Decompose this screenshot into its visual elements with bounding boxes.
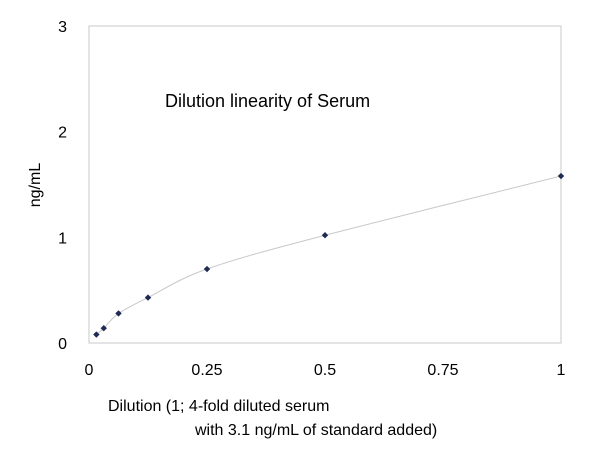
data-point xyxy=(557,172,565,180)
data-point xyxy=(321,232,329,239)
x-tick-label: 0.25 xyxy=(191,362,222,379)
x-tick-label: 0.5 xyxy=(314,362,336,379)
y-tick-label: 0 xyxy=(58,336,67,353)
chart-title: Dilution linearity of Serum xyxy=(165,91,370,111)
data-point xyxy=(144,294,152,301)
y-tick-label: 3 xyxy=(58,19,67,36)
y-ticks: 0 1 2 3 xyxy=(58,19,67,353)
x-tick-label: 1 xyxy=(557,362,566,379)
data-point xyxy=(93,331,100,338)
x-axis-label-line-2: with 3.1 ng/mL of standard added) xyxy=(195,422,438,439)
x-ticks: 0 0.25 0.5 0.75 1 xyxy=(85,362,566,379)
data-point xyxy=(115,310,122,317)
data-point xyxy=(203,265,211,273)
x-axis-label-line-1: Dilution (1; 4-fold diluted serum xyxy=(108,398,330,415)
data-point xyxy=(100,325,107,332)
y-tick-label: 2 xyxy=(58,125,67,142)
trend-line xyxy=(96,175,562,335)
y-axis-label: ng/mL xyxy=(27,163,44,208)
x-tick-label: 0 xyxy=(85,362,94,379)
data-points xyxy=(93,172,565,338)
x-tick-label: 0.75 xyxy=(427,362,458,379)
y-tick-label: 1 xyxy=(58,230,67,247)
plot-area xyxy=(88,25,562,344)
